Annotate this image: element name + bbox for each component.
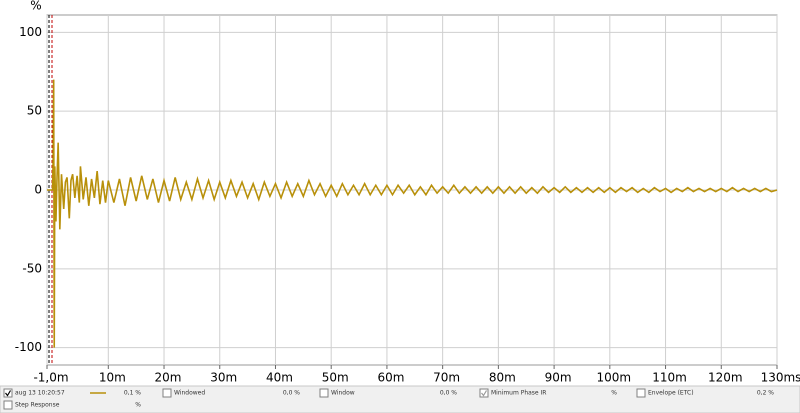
x-tick-label: 60m (377, 371, 404, 385)
legend-value: 0,2 % (757, 390, 774, 397)
x-tick-label: 20m (155, 371, 182, 385)
checkbox[interactable] (636, 388, 646, 398)
y-axis-label: % (30, 0, 41, 13)
x-tick-label: 10m (99, 371, 126, 385)
legend-value: % (611, 390, 617, 397)
x-tick-label: 120m (708, 371, 743, 385)
x-tick-label: 30m (210, 371, 237, 385)
checkbox[interactable] (3, 388, 13, 398)
legend-value: 0,1 % (124, 390, 141, 397)
y-tick-label: -100 (15, 340, 42, 354)
y-tick-label: -50 (22, 261, 42, 275)
x-tick-label: 110m (652, 371, 687, 385)
x-tick-label: -1,0m (33, 371, 68, 385)
legend: aug 13 10:20:57 0,1 % Windowed 0,0 % Window 0… (3, 388, 774, 410)
y-tick-label: 0 (34, 183, 42, 197)
checkbox[interactable] (319, 388, 329, 398)
x-tick-label: 130ms (761, 371, 800, 385)
legend-panel (0, 385, 800, 413)
y-tick-label: 100 (19, 25, 42, 39)
impulse-line (47, 79, 778, 348)
x-tick-label: 40m (266, 371, 293, 385)
checkbox[interactable] (162, 388, 172, 398)
checkbox[interactable] (479, 388, 489, 398)
legend-value: 0,0 % (283, 390, 300, 397)
legend-label: Window (331, 390, 355, 397)
x-tick-label: 90m (545, 371, 572, 385)
legend-value: 0,0 % (440, 390, 457, 397)
grid (46, 15, 778, 365)
legend-value: % (135, 402, 141, 409)
series (47, 79, 778, 348)
legend-label: Step Response (15, 402, 60, 409)
legend-label: Minimum Phase IR (491, 390, 546, 397)
legend-label: aug 13 10:20:57 (15, 390, 65, 397)
x-tick-label: 80m (489, 371, 516, 385)
checkmark (5, 390, 12, 397)
x-tick-label: 50m (322, 371, 349, 385)
ticks: -100 -50 0 50 100 -1,0m 10m 20m 30m 40m 50m 60m 70m 8… (15, 25, 800, 385)
y-tick-label: 50 (27, 104, 42, 118)
checkbox[interactable] (3, 400, 13, 410)
checkmark (481, 390, 488, 397)
x-tick-label: 100m (597, 371, 632, 385)
legend-label: Envelope (ETC) (648, 390, 694, 397)
x-tick-label: 70m (433, 371, 460, 385)
legend-label: Windowed (174, 390, 205, 397)
